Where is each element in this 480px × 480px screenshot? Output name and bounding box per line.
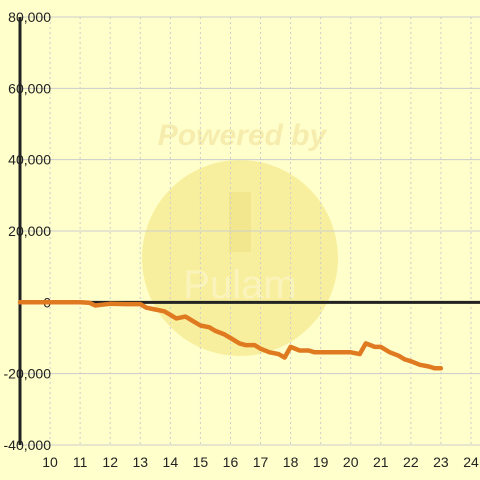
x-tick-label-23: 23 — [433, 454, 449, 470]
horizontal-gridlines — [20, 16, 480, 446]
x-tick-label-12: 12 — [102, 454, 118, 470]
watermark-logo-icon — [142, 160, 338, 356]
x-tick-label-20: 20 — [343, 454, 359, 470]
watermark: Powered by Pulam — [142, 119, 338, 356]
x-axis-tick-labels: 10 11 12 13 14 15 16 17 18 19 20 21 22 23 24 — [42, 454, 479, 470]
x-tick-label-10: 10 — [42, 454, 58, 470]
x-tick-label-18: 18 — [283, 454, 299, 470]
y-tick-label--20000: -20,000 — [4, 366, 52, 382]
x-tick-label-14: 14 — [163, 454, 179, 470]
x-tick-label-24: 24 — [463, 454, 479, 470]
x-tick-label-22: 22 — [403, 454, 419, 470]
y-tick-label-20000: 20,000 — [8, 223, 51, 239]
x-tick-label-16: 16 — [223, 454, 239, 470]
x-tick-label-15: 15 — [193, 454, 209, 470]
watermark-logo-bar-icon — [229, 192, 251, 252]
x-tick-label-19: 19 — [313, 454, 329, 470]
y-tick-label-60000: 60,000 — [8, 80, 51, 96]
x-tick-label-17: 17 — [253, 454, 269, 470]
x-tick-label-13: 13 — [132, 454, 148, 470]
y-tick-label--40000: -40,000 — [4, 437, 52, 453]
y-tick-label-80000: 80,000 — [8, 9, 51, 25]
y-tick-label-40000: 40,000 — [8, 152, 51, 168]
watermark-text-line1: Powered by — [158, 119, 328, 152]
series-line — [17, 300, 444, 371]
x-tick-label-11: 11 — [73, 454, 88, 470]
watermark-text-line2: Pulam — [183, 263, 296, 307]
x-tick-label-21: 21 — [373, 454, 389, 470]
